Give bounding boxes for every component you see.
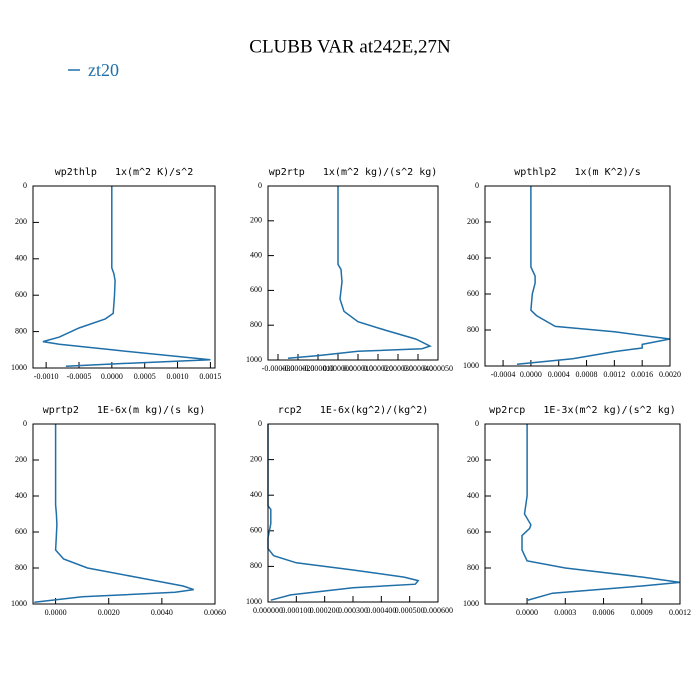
y-tick-label: 200 [467, 217, 479, 226]
profile-line [34, 424, 194, 603]
y-tick-label: 0 [475, 419, 479, 428]
x-tick-label: 0.0015 [199, 372, 221, 381]
y-tick-label: 400 [250, 490, 262, 499]
x-tick-label: 0.000200 [310, 606, 340, 615]
y-tick-label: 400 [15, 491, 27, 500]
y-tick-label: 1000 [246, 355, 262, 364]
panel-title: wprtp2 1E-6x(m kg)/(s kg) [43, 405, 206, 416]
x-tick-label: 0.0020 [659, 370, 681, 379]
x-tick-label: 0.0009 [631, 608, 653, 617]
y-tick-label: 600 [15, 290, 27, 299]
x-tick-label: 0.000000 [323, 364, 353, 373]
plot-frame [484, 185, 671, 367]
y-tick-label: 1000 [11, 363, 27, 372]
y-tick-label: 600 [250, 526, 262, 535]
y-tick-label: 400 [250, 250, 262, 259]
y-tick-label: 800 [250, 320, 262, 329]
y-tick-label: 600 [467, 527, 479, 536]
x-tick-label: 0.0012 [669, 608, 691, 617]
panel-title: wp2rtp 1x(m^2 kg)/(s^2 kg) [269, 167, 438, 178]
x-tick-label: 0.0004 [548, 370, 570, 379]
x-tick-label: 0.0000 [520, 370, 542, 379]
profile-line [42, 186, 211, 367]
panel-title: wpthlp2 1x(m K^2)/s [514, 167, 640, 178]
y-tick-label: 200 [467, 455, 479, 464]
x-tick-label: -0.000030 [262, 364, 295, 373]
x-tick-label: 0.0008 [576, 370, 598, 379]
x-tick-label: 0.000500 [395, 606, 425, 615]
y-tick-label: 400 [15, 254, 27, 263]
figure-title: CLUBB VAR at242E,27N [249, 36, 451, 57]
y-tick-label: 600 [15, 527, 27, 536]
plot-frame [32, 185, 216, 369]
y-tick-label: 0 [258, 419, 262, 428]
x-tick-label: -0.0010 [34, 372, 59, 381]
y-tick-label: 0 [258, 181, 262, 190]
y-tick-label: 0 [23, 181, 27, 190]
y-tick-label: 400 [467, 253, 479, 262]
y-tick-label: 200 [15, 455, 27, 464]
x-tick-label: 0.0010 [167, 372, 189, 381]
profile-line [516, 186, 671, 365]
plot-frame [32, 423, 216, 605]
y-tick-label: 400 [467, 491, 479, 500]
y-tick-label: 0 [23, 419, 27, 428]
x-tick-label: 0.0005 [134, 372, 156, 381]
x-tick-label: 0.0020 [98, 608, 120, 617]
x-tick-label: 0.000040 [403, 364, 433, 373]
panel-title: wp2rcp 1E-3x(m^2 kg)/(s^2 kg) [489, 405, 676, 416]
y-tick-label: 1000 [11, 599, 27, 608]
y-tick-label: 600 [467, 289, 479, 298]
plot-frame [484, 423, 681, 605]
y-tick-label: 800 [467, 325, 479, 334]
plot-frame [267, 185, 439, 361]
y-tick-label: 800 [15, 326, 27, 335]
x-tick-label: 0.0060 [204, 608, 226, 617]
profile-line [267, 424, 420, 601]
y-tick-label: 1000 [463, 599, 479, 608]
y-tick-label: 800 [15, 563, 27, 572]
y-tick-label: 800 [250, 561, 262, 570]
x-tick-label: 0.0003 [554, 608, 576, 617]
plot-frame [267, 423, 439, 603]
y-tick-label: 200 [250, 454, 262, 463]
legend-label: zt20 [88, 60, 119, 80]
profile-line [287, 186, 432, 360]
x-tick-label: 0.0040 [151, 608, 173, 617]
y-tick-label: 1000 [246, 597, 262, 606]
y-tick-label: 200 [15, 217, 27, 226]
profile-line [521, 424, 681, 602]
x-tick-label: 0.0016 [631, 370, 653, 379]
x-tick-label: 0.000100 [281, 606, 311, 615]
x-tick-label: -0.000020 [282, 364, 315, 373]
y-tick-label: 1000 [463, 361, 479, 370]
x-tick-label: -0.000010 [302, 364, 335, 373]
y-tick-label: 200 [250, 216, 262, 225]
x-tick-label: 0.000000 [253, 606, 283, 615]
y-tick-label: 600 [250, 285, 262, 294]
x-tick-label: 0.0000 [516, 608, 538, 617]
y-tick-label: 0 [475, 181, 479, 190]
x-tick-label: -0.0004 [491, 370, 516, 379]
x-tick-label: 0.0000 [45, 608, 67, 617]
x-tick-label: 0.0000 [101, 372, 123, 381]
x-tick-label: 0.000020 [363, 364, 393, 373]
x-tick-label: 0.000400 [366, 606, 396, 615]
x-tick-label: 0.000010 [343, 364, 373, 373]
x-tick-label: 0.0012 [603, 370, 625, 379]
x-tick-label: 0.000600 [423, 606, 453, 615]
x-tick-label: 0.000030 [383, 364, 413, 373]
y-tick-label: 800 [467, 563, 479, 572]
x-tick-label: 0.000300 [338, 606, 368, 615]
x-tick-label: -0.0005 [67, 372, 92, 381]
panel-title: wp2thlp 1x(m^2 K)/s^2 [55, 167, 193, 178]
x-tick-label: 0.0006 [593, 608, 615, 617]
x-tick-label: 0.000050 [423, 364, 453, 373]
panel-title: rcp2 1E-6x(kg^2)/(kg^2) [278, 405, 429, 416]
